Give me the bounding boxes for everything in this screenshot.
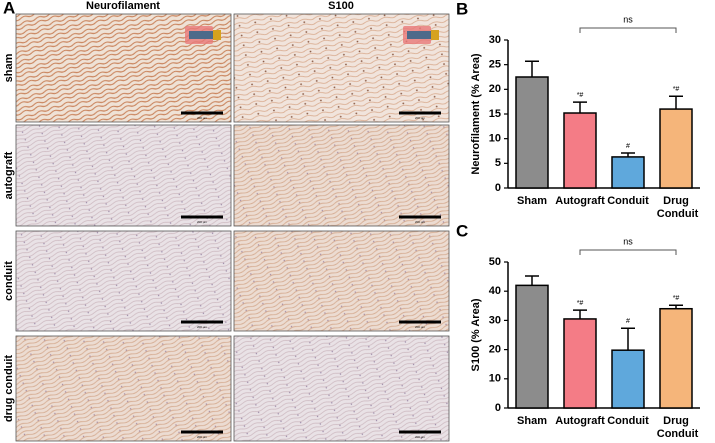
y-tick-label: 20 (489, 83, 501, 95)
y-axis-label: Neurofilament (% Area) (470, 53, 482, 175)
y-tick-label: 25 (489, 59, 501, 71)
x-tick-label: Drug Conduit (654, 195, 699, 220)
x-tick-label: Conduit (607, 195, 649, 207)
significance-label: *# (577, 92, 584, 99)
column-header: Neurofilament (86, 0, 160, 12)
significance-label: *# (673, 86, 680, 93)
error-bar (573, 309, 587, 319)
error-bar (669, 95, 683, 110)
y-axis-label: S100 (% Area) (470, 298, 482, 371)
row-label: drug conduit (3, 355, 15, 423)
bracket (579, 27, 677, 33)
significance-label: # (626, 318, 630, 325)
scale-bar-label: 200 µm (415, 116, 426, 120)
error-bar (525, 275, 539, 286)
panel-label: C (456, 221, 468, 240)
panel-label: B (456, 0, 468, 18)
y-tick-label: 20 (489, 344, 501, 356)
micrograph (233, 124, 450, 227)
bar (515, 76, 549, 189)
scale-bar-label: 200 µm (197, 325, 208, 329)
bracket-label: ns (623, 236, 633, 246)
x-tick-label: Autograft (555, 195, 605, 207)
x-tick-label: Autograft (555, 415, 605, 427)
y-tick-label: 30 (489, 34, 501, 46)
bar (611, 349, 645, 409)
micrograph (15, 335, 232, 442)
significance-label: # (626, 143, 630, 150)
micrograph (233, 335, 450, 442)
x-tick-label: Drug Conduit (654, 415, 699, 440)
row-label: conduit (3, 261, 15, 301)
y-tick-label: 15 (489, 108, 501, 120)
y-tick-label: 30 (489, 314, 501, 326)
y-tick-label: 5 (495, 157, 501, 169)
bar (611, 156, 645, 189)
error-bar (621, 327, 635, 351)
y-tick-label: 0 (495, 402, 501, 414)
x-tick-label: Sham (517, 195, 547, 207)
y-tick-label: 50 (489, 256, 501, 268)
conduit-icon (431, 30, 439, 40)
error-bar (621, 152, 635, 157)
conduit-icon (189, 31, 213, 39)
micrograph (233, 230, 450, 332)
x-tick-label: Sham (517, 415, 547, 427)
scale-bar-label: 200 µm (197, 220, 208, 224)
panel-label: A (3, 0, 15, 17)
bracket-label: ns (623, 14, 633, 24)
bar (659, 108, 693, 189)
error-bar (669, 304, 683, 309)
micrograph (15, 124, 232, 227)
bar (563, 112, 597, 189)
y-tick-label: 10 (489, 133, 501, 145)
significance-label: *# (577, 300, 584, 307)
bar (563, 318, 597, 409)
bar (515, 284, 549, 409)
y-tick-label: 0 (495, 182, 501, 194)
bracket (579, 249, 677, 255)
column-header: S100 (328, 0, 354, 12)
y-tick-label: 10 (489, 373, 501, 385)
micrograph (15, 230, 232, 332)
error-bar (525, 60, 539, 77)
y-tick-label: 40 (489, 285, 501, 297)
scale-bar-label: 200 µm (415, 435, 426, 439)
scale-bar-label: 200 µm (197, 116, 208, 120)
conduit-icon (407, 31, 431, 39)
row-label: sham (3, 53, 15, 82)
scale-bar-label: 200 µm (197, 435, 208, 439)
row-label: autograft (3, 151, 15, 199)
scale-bar-label: 200 µm (415, 325, 426, 329)
scale-bar-label: 200 µm (415, 220, 426, 224)
x-tick-label: Conduit (607, 415, 649, 427)
error-bar (573, 101, 587, 114)
conduit-icon (213, 30, 221, 40)
significance-label: *# (673, 295, 680, 302)
bar (659, 307, 693, 409)
